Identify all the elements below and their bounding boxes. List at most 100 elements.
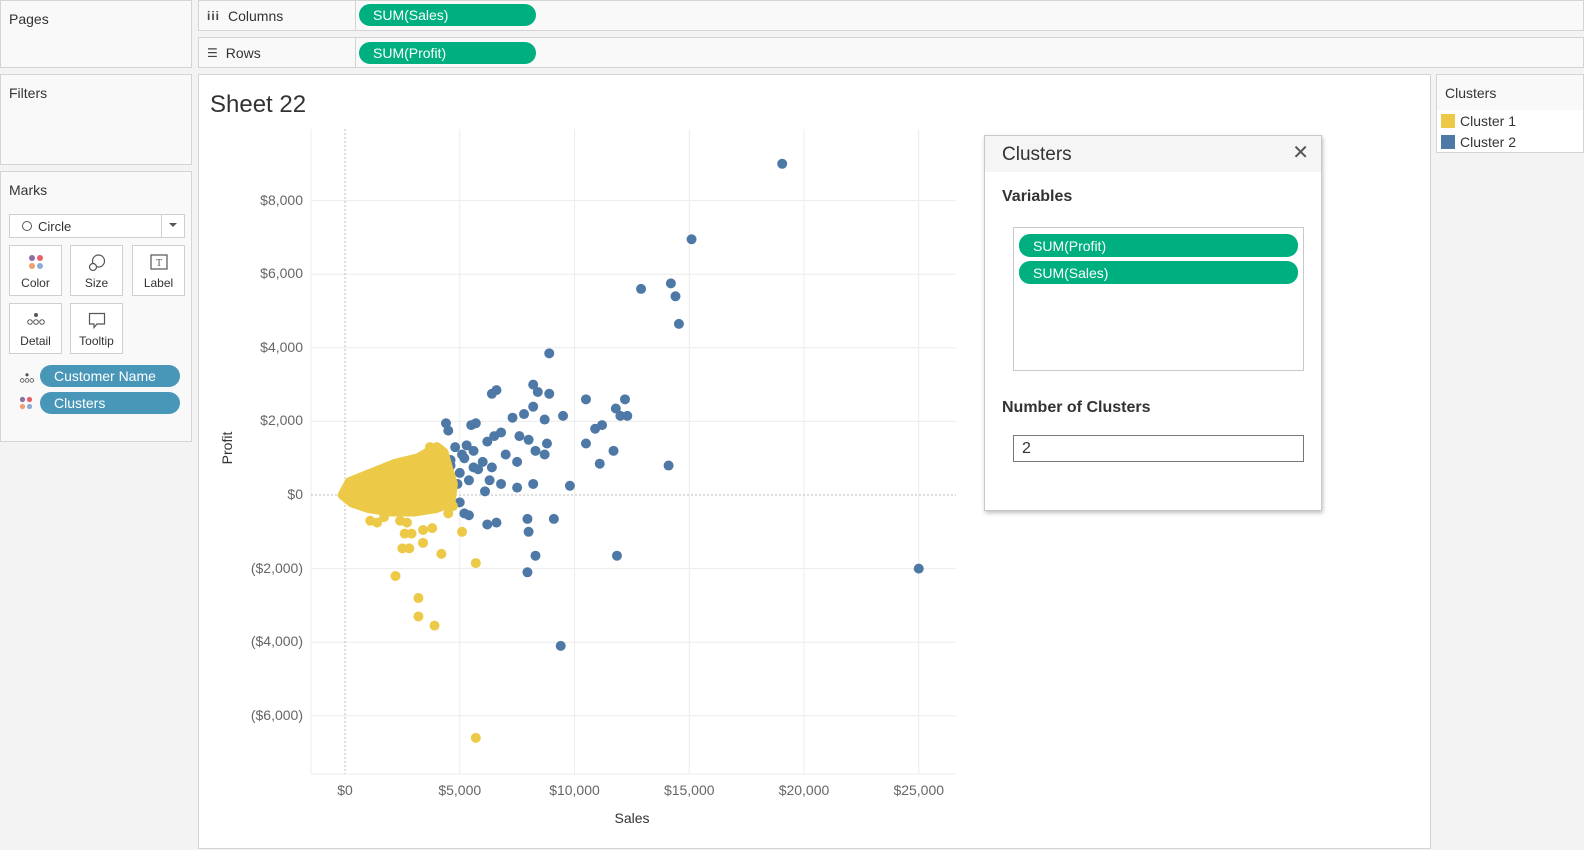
data-point[interactable] (374, 497, 385, 508)
data-point[interactable] (397, 471, 408, 482)
data-point[interactable] (496, 427, 507, 438)
columns-shelf[interactable]: iii Columns SUM(Sales) (198, 0, 1584, 31)
data-point[interactable] (404, 543, 415, 554)
data-point[interactable] (457, 526, 468, 537)
data-point[interactable] (346, 486, 357, 497)
data-point[interactable] (507, 412, 518, 423)
data-point[interactable] (580, 394, 591, 405)
data-point[interactable] (777, 158, 788, 169)
marks-detail-button[interactable]: Detail (9, 303, 62, 354)
data-point[interactable] (522, 513, 533, 524)
data-point[interactable] (461, 440, 472, 451)
data-point[interactable] (360, 478, 371, 489)
data-point[interactable] (447, 501, 458, 512)
data-point[interactable] (385, 486, 396, 497)
data-point[interactable] (477, 456, 488, 467)
data-point[interactable] (484, 475, 495, 486)
variable-pill-sum-sales[interactable]: SUM(Sales) (1019, 261, 1298, 284)
data-point[interactable] (512, 482, 523, 493)
data-point[interactable] (610, 403, 621, 414)
data-point[interactable] (379, 512, 390, 523)
data-point[interactable] (558, 410, 569, 421)
data-point[interactable] (399, 528, 410, 539)
data-point[interactable] (673, 318, 684, 329)
data-point[interactable] (418, 537, 429, 548)
data-point[interactable] (440, 467, 451, 478)
data-point[interactable] (636, 283, 647, 294)
data-point[interactable] (544, 348, 555, 359)
data-point[interactable] (496, 478, 507, 489)
data-point[interactable] (528, 379, 539, 390)
filters-panel[interactable]: Filters (0, 74, 192, 165)
data-point[interactable] (479, 486, 490, 497)
data-point[interactable] (413, 611, 424, 622)
data-point[interactable] (500, 449, 511, 460)
data-point[interactable] (491, 517, 502, 528)
data-point[interactable] (376, 469, 387, 480)
data-point[interactable] (413, 464, 424, 475)
data-point[interactable] (544, 388, 555, 399)
data-point[interactable] (468, 445, 479, 456)
data-point[interactable] (404, 482, 415, 493)
marks-label-button[interactable]: T Label (132, 245, 185, 296)
data-point[interactable] (463, 475, 474, 486)
data-point[interactable] (457, 449, 468, 460)
data-point[interactable] (514, 431, 525, 442)
data-point[interactable] (619, 394, 630, 405)
mark-type-dropdown[interactable]: Circle (9, 214, 185, 238)
marks-color-button[interactable]: Color (9, 245, 62, 296)
data-point[interactable] (413, 593, 424, 604)
data-point[interactable] (663, 460, 674, 471)
pages-panel[interactable]: Pages (0, 0, 192, 68)
data-point[interactable] (436, 548, 447, 559)
data-point[interactable] (611, 550, 622, 561)
data-point[interactable] (372, 517, 383, 528)
variables-list[interactable]: SUM(Profit) SUM(Sales) (1013, 227, 1304, 371)
dialog-header[interactable]: Clusters ✕ (985, 136, 1321, 172)
data-point[interactable] (532, 386, 543, 397)
data-point[interactable] (408, 493, 419, 504)
data-point[interactable] (522, 567, 533, 578)
data-point[interactable] (367, 471, 378, 482)
sheet-title[interactable]: Sheet 22 (210, 91, 307, 118)
data-point[interactable] (397, 543, 408, 554)
data-point[interactable] (427, 523, 438, 534)
data-point[interactable] (555, 640, 566, 651)
data-point[interactable] (482, 519, 493, 530)
data-point[interactable] (445, 475, 456, 486)
data-point[interactable] (443, 425, 454, 436)
marks-field-clusters[interactable]: Clusters (40, 392, 180, 414)
num-clusters-input[interactable] (1013, 435, 1304, 462)
data-point[interactable] (519, 409, 530, 420)
data-point[interactable] (401, 517, 412, 528)
data-point[interactable] (597, 420, 608, 431)
data-point[interactable] (406, 528, 417, 539)
marks-field-customer-name[interactable]: Customer Name (40, 365, 180, 387)
data-point[interactable] (367, 478, 378, 489)
data-point[interactable] (454, 467, 465, 478)
data-point[interactable] (528, 478, 539, 489)
data-point[interactable] (418, 453, 429, 464)
data-point[interactable] (438, 497, 449, 508)
marks-tooltip-button[interactable]: Tooltip (70, 303, 123, 354)
data-point[interactable] (913, 563, 924, 574)
data-point[interactable] (470, 418, 481, 429)
data-point[interactable] (362, 490, 373, 500)
data-point[interactable] (580, 438, 591, 449)
data-point[interactable] (351, 493, 362, 504)
data-point[interactable] (429, 620, 440, 631)
data-point[interactable] (470, 732, 481, 743)
data-point[interactable] (528, 401, 539, 412)
data-point[interactable] (390, 464, 401, 475)
data-point[interactable] (539, 414, 550, 425)
data-point[interactable] (530, 550, 541, 561)
scatter-plot[interactable] (199, 75, 1432, 850)
data-point[interactable] (523, 526, 534, 537)
data-point[interactable] (399, 460, 410, 471)
data-point[interactable] (622, 410, 633, 421)
legend-item-cluster-1[interactable]: Cluster 1 (1437, 110, 1583, 131)
columns-pill-sum-sales[interactable]: SUM(Sales) (359, 4, 536, 26)
data-point[interactable] (424, 442, 435, 453)
rows-pill-sum-profit[interactable]: SUM(Profit) (359, 42, 536, 64)
data-point[interactable] (420, 475, 431, 486)
